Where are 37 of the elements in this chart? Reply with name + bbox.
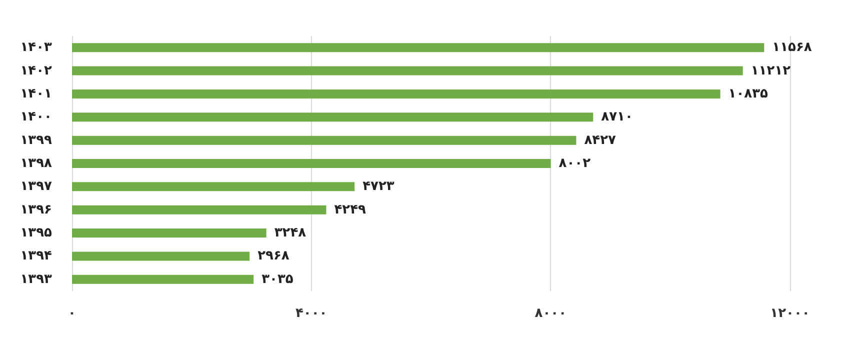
x-tick-label: ۱۲۰۰۰ [770, 306, 810, 321]
data-label: ۱۱۲۱۲ [750, 63, 791, 78]
bar [72, 43, 764, 52]
data-label: ۳۰۳۵ [262, 272, 294, 287]
y-tick-label: ۱۳۹۹ [20, 132, 52, 148]
bar [72, 112, 594, 122]
y-tick-label: ۱۴۰۰ [20, 110, 52, 125]
y-tick-label: ۱۳۹۳ [20, 272, 52, 287]
bar [72, 182, 355, 192]
bar [72, 274, 254, 284]
data-label: ۸۴۲۷ [584, 132, 616, 148]
y-tick-label: ۱۴۰۳ [20, 40, 52, 56]
y-tick-label: ۱۴۰۱ [20, 86, 52, 102]
bar [72, 252, 250, 261]
data-label: ۴۲۴۹ [334, 202, 366, 218]
y-tick-label: ۱۴۰۲ [20, 63, 52, 78]
y-tick-label: ۱۳۹۷ [20, 179, 52, 194]
x-tick-label: ۰ [68, 306, 76, 321]
bar [72, 89, 720, 98]
x-tick-label: ۴۰۰۰ [295, 306, 328, 321]
data-label: ۸۷۱۰ [601, 110, 633, 125]
bar [72, 228, 266, 238]
data-label: ۱۱۵۶۸ [772, 40, 812, 56]
data-label: ۱۰۸۳۵ [728, 86, 768, 102]
data-label: ۴۷۲۳ [362, 179, 394, 194]
x-tick-label: ۸۰۰۰ [534, 306, 567, 321]
y-tick-label: ۱۳۹۶ [20, 202, 52, 218]
bar [72, 205, 326, 214]
bar [72, 66, 743, 76]
data-label: ۳۲۴۸ [274, 226, 306, 241]
bar [72, 136, 576, 145]
y-tick-label: ۱۳۹۸ [20, 156, 52, 171]
y-tick-label: ۱۳۹۵ [20, 226, 52, 241]
data-label: ۲۹۶۸ [258, 248, 290, 264]
bar [72, 159, 551, 168]
y-tick-label: ۱۳۹۴ [20, 248, 52, 264]
data-label: ۸۰۰۲ [558, 156, 591, 171]
